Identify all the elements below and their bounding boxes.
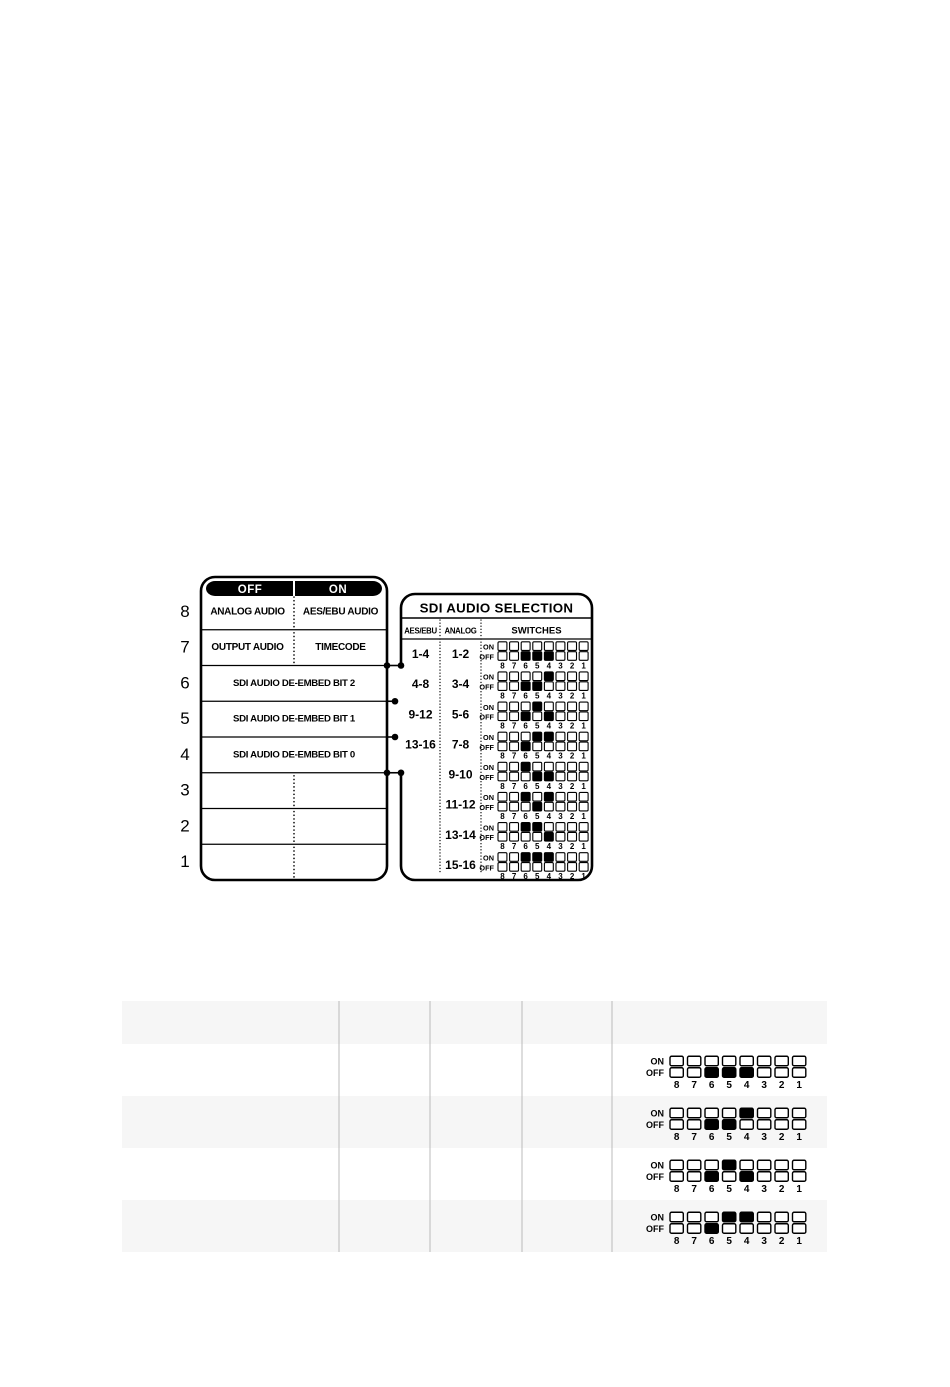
- svg-text:5: 5: [726, 1080, 732, 1091]
- svg-text:ON: ON: [651, 1213, 665, 1223]
- svg-text:8: 8: [674, 1184, 680, 1195]
- svg-text:1: 1: [796, 1236, 802, 1247]
- svg-text:4: 4: [744, 1184, 750, 1195]
- svg-text:2: 2: [779, 1132, 785, 1143]
- svg-text:3: 3: [761, 1080, 767, 1091]
- svg-text:4: 4: [744, 1132, 750, 1143]
- svg-text:7: 7: [691, 1080, 697, 1091]
- svg-text:4: 4: [744, 1236, 750, 1247]
- svg-text:6: 6: [709, 1236, 715, 1247]
- svg-text:8: 8: [674, 1132, 680, 1143]
- svg-text:7: 7: [691, 1132, 697, 1143]
- svg-text:8: 8: [674, 1080, 680, 1091]
- svg-text:ON: ON: [651, 1161, 665, 1171]
- svg-text:3: 3: [761, 1236, 767, 1247]
- svg-text:1: 1: [796, 1184, 802, 1195]
- svg-text:8: 8: [674, 1236, 680, 1247]
- svg-text:5: 5: [726, 1184, 732, 1195]
- svg-text:4: 4: [744, 1080, 750, 1091]
- svg-text:5: 5: [726, 1236, 732, 1247]
- svg-text:OFF: OFF: [646, 1068, 664, 1078]
- svg-text:OFF: OFF: [646, 1224, 664, 1234]
- svg-text:ON: ON: [651, 1057, 665, 1067]
- svg-text:6: 6: [709, 1132, 715, 1143]
- svg-text:2: 2: [779, 1080, 785, 1091]
- svg-text:2: 2: [779, 1236, 785, 1247]
- svg-text:ON: ON: [651, 1109, 665, 1119]
- svg-text:6: 6: [709, 1184, 715, 1195]
- svg-text:7: 7: [691, 1236, 697, 1247]
- svg-text:6: 6: [709, 1080, 715, 1091]
- svg-text:OFF: OFF: [646, 1120, 664, 1130]
- svg-text:2: 2: [779, 1184, 785, 1195]
- svg-text:1: 1: [796, 1080, 802, 1091]
- svg-text:5: 5: [726, 1132, 732, 1143]
- svg-text:7: 7: [691, 1184, 697, 1195]
- svg-text:3: 3: [761, 1184, 767, 1195]
- svg-text:OFF: OFF: [646, 1172, 664, 1182]
- svg-text:1: 1: [796, 1132, 802, 1143]
- svg-text:3: 3: [761, 1132, 767, 1143]
